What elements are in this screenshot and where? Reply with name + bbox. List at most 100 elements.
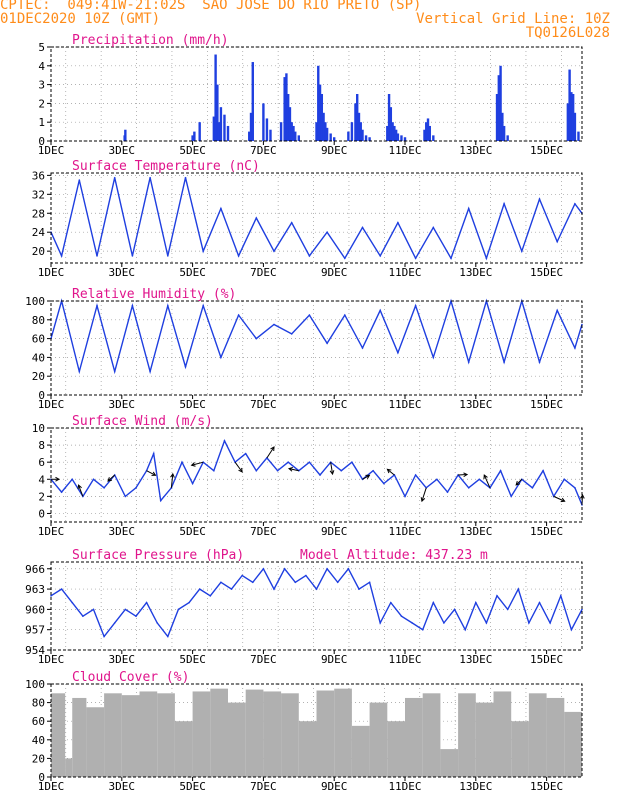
data-point	[188, 601, 190, 604]
y-tick-label: 80	[32, 314, 45, 327]
cloud-bar	[263, 691, 282, 777]
x-tick-label: 5DEC	[179, 780, 206, 793]
precip-bar	[249, 112, 253, 141]
data-point	[478, 478, 481, 481]
panel-6: 0 20 40 60 80 100 1DEC 3DEC 5DEC 7DEC 9DEC 11DEC 13D…	[25, 670, 583, 793]
cloud-bar	[210, 688, 228, 777]
x-tick-label: 9DEC	[321, 266, 348, 279]
cloud-bar	[493, 691, 512, 777]
y-tick-label: 0	[38, 771, 45, 784]
data-point	[538, 601, 541, 604]
precip-bar	[566, 103, 570, 141]
x-tick-label: 3DEC	[109, 780, 136, 793]
x-tick-label: 13DEC	[459, 780, 492, 793]
data-point	[372, 469, 374, 472]
data-point	[202, 250, 205, 252]
data-point	[290, 333, 293, 335]
data-point	[255, 217, 258, 219]
data-point	[167, 304, 169, 307]
data-point	[177, 608, 180, 611]
y-tick-label: 8	[38, 439, 45, 452]
cloud-bar	[72, 697, 87, 777]
cloud-bar	[298, 721, 317, 777]
header-grid-note: Vertical Grid Line: 10Z	[416, 11, 610, 27]
precip-bar	[347, 131, 350, 141]
y-tick-label: 20	[32, 752, 45, 765]
x-tick-label: 3DEC	[109, 653, 136, 666]
cloud-bar	[174, 721, 193, 777]
panel-frame	[50, 172, 583, 264]
wind-arrow-head	[420, 497, 426, 503]
data-point	[96, 304, 98, 307]
y-tick-label: 28	[32, 207, 45, 220]
precip-bar	[387, 94, 391, 141]
x-tick-label: 9DEC	[321, 144, 348, 157]
wind-arrow-head	[170, 472, 175, 478]
data-point	[113, 622, 116, 624]
y-tick-label: 957	[25, 624, 45, 637]
data-point	[135, 487, 137, 489]
wind-arrow-head	[270, 446, 275, 452]
data-point	[294, 581, 297, 584]
y-tick-label: 40	[32, 734, 45, 747]
series-line	[50, 298, 583, 375]
y-tick-label: 2	[38, 97, 45, 110]
data-point	[305, 574, 307, 577]
data-point	[251, 581, 254, 584]
data-point	[113, 370, 116, 373]
wind-arrow	[191, 461, 204, 466]
cloud-bar	[228, 702, 246, 777]
data-point	[283, 567, 286, 570]
data-point	[308, 255, 311, 257]
precip-bar	[214, 54, 217, 141]
series-line	[50, 567, 583, 638]
y-tick-label: 966	[25, 563, 45, 576]
cloud-bar	[475, 702, 494, 777]
data-point	[467, 207, 470, 210]
wind-arrow	[78, 484, 84, 497]
data-point	[184, 366, 187, 368]
x-tick-label: 15DEC	[530, 398, 563, 411]
x-tick-label: 15DEC	[530, 525, 563, 538]
wind-arrow-head	[329, 470, 335, 476]
data-point	[244, 452, 247, 455]
data-point	[50, 595, 52, 597]
data-point	[446, 491, 449, 493]
cloud-bar	[157, 693, 175, 777]
precip-bar	[292, 125, 295, 141]
data-point	[290, 221, 293, 224]
data-point	[103, 487, 105, 489]
x-tick-label: 15DEC	[530, 780, 563, 793]
x-tick-label: 7DEC	[250, 653, 277, 666]
cloud-bar	[245, 689, 264, 777]
cloud-bar	[281, 693, 299, 777]
data-point	[390, 601, 392, 604]
data-point	[237, 314, 240, 316]
panel-5: 954 957 960 963 966 1DEC 3DEC 5DEC 7DEC 9DEC 11DEC…	[25, 548, 583, 666]
data-point	[220, 207, 222, 210]
wind-arrow	[362, 474, 370, 480]
data-point	[230, 588, 233, 590]
cloud-bar	[65, 758, 73, 777]
data-point	[368, 581, 371, 584]
wind-arrow-head	[151, 471, 157, 476]
panel-3: 0 20 40 60 80 100 1DEC 3DEC 5DEC 7DEC 9DEC 11DEC 13D…	[25, 287, 583, 411]
cloud-bar	[564, 711, 582, 777]
data-point	[528, 622, 530, 624]
wind-arrow	[387, 468, 395, 476]
data-point	[414, 474, 417, 476]
data-point	[308, 314, 311, 316]
panel-1: 0 1 2 3 4 5 1DEC 3DEC 5DEC 7DEC 9DEC 11DEC 13DEC 15DE…	[38, 33, 583, 157]
y-tick-label: 3	[38, 79, 45, 92]
data-point	[315, 588, 318, 590]
precip-bar	[350, 122, 354, 141]
data-point	[496, 595, 498, 597]
precip-bar	[368, 137, 371, 141]
y-tick-label: 100	[25, 295, 45, 308]
cloud-bar	[369, 702, 388, 777]
precip-bar	[191, 135, 194, 141]
data-point	[184, 176, 187, 179]
data-point	[255, 337, 258, 340]
header-run-time: 01DEC2020 10Z (GMT)	[0, 11, 161, 27]
data-point	[574, 202, 576, 205]
